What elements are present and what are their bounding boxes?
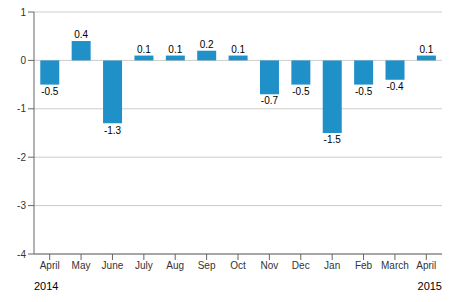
svg-text:Nov: Nov — [260, 260, 278, 271]
svg-text:Sep: Sep — [198, 260, 216, 271]
svg-text:June: June — [102, 260, 124, 271]
svg-text:Aug: Aug — [166, 260, 184, 271]
svg-text:-1.3: -1.3 — [104, 125, 122, 136]
svg-text:-0.4: -0.4 — [386, 81, 404, 92]
svg-text:-3: -3 — [17, 200, 26, 211]
svg-text:-1: -1 — [17, 103, 26, 114]
svg-text:0.1: 0.1 — [231, 44, 245, 55]
svg-text:-2: -2 — [17, 152, 26, 163]
svg-text:July: July — [135, 260, 153, 271]
svg-text:0: 0 — [20, 55, 26, 66]
svg-text:1: 1 — [20, 7, 26, 18]
svg-text:Feb: Feb — [355, 260, 373, 271]
html-text:2015: 2015 — [417, 280, 442, 292]
svg-text:0.1: 0.1 — [137, 44, 151, 55]
svg-text:-0.7: -0.7 — [261, 95, 279, 106]
svg-text:0.1: 0.1 — [419, 44, 433, 55]
svg-text:Dec: Dec — [292, 260, 310, 271]
svg-text:March: March — [381, 260, 409, 271]
svg-text:May: May — [72, 260, 91, 271]
svg-text:Jan: Jan — [324, 260, 340, 271]
svg-text:-0.5: -0.5 — [41, 86, 59, 97]
svg-text:-1.5: -1.5 — [324, 134, 342, 145]
html-text:2014: 2014 — [34, 280, 59, 292]
svg-text:-4: -4 — [17, 249, 26, 260]
svg-text:April: April — [416, 260, 436, 271]
svg-text:0.1: 0.1 — [168, 44, 182, 55]
svg-text:0.4: 0.4 — [74, 29, 88, 40]
svg-text:-0.5: -0.5 — [292, 86, 310, 97]
svg-text:April: April — [40, 260, 60, 271]
svg-text:-0.5: -0.5 — [355, 86, 373, 97]
svg-text:Oct: Oct — [230, 260, 246, 271]
svg-text:0.2: 0.2 — [200, 39, 214, 50]
